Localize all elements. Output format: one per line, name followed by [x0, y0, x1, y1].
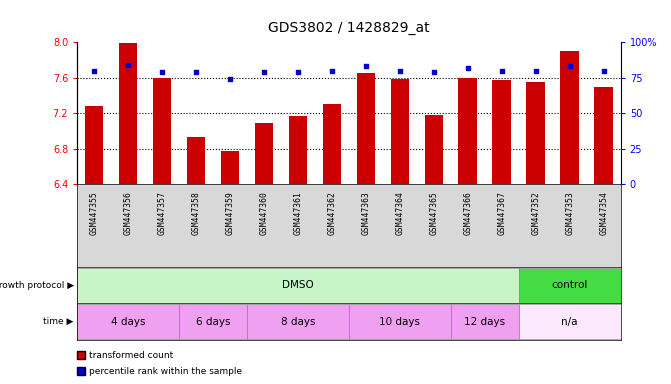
Text: time ▶: time ▶	[44, 317, 74, 326]
Bar	[77, 268, 519, 303]
Bar	[527, 82, 545, 184]
Bar	[595, 87, 613, 184]
Point	[157, 69, 168, 75]
Text: 8 days: 8 days	[280, 316, 315, 327]
Point	[497, 68, 507, 74]
Point	[191, 69, 201, 75]
Bar	[356, 73, 375, 184]
Text: GSM447356: GSM447356	[123, 191, 133, 235]
Bar	[255, 123, 273, 184]
Text: GSM447354: GSM447354	[599, 191, 608, 235]
Text: GSM447361: GSM447361	[293, 191, 303, 235]
Bar	[425, 115, 443, 184]
Bar	[493, 80, 511, 184]
Text: DMSO: DMSO	[282, 280, 314, 290]
Text: GSM447364: GSM447364	[395, 191, 405, 235]
Point	[360, 63, 371, 70]
Bar	[179, 304, 247, 339]
Bar	[119, 43, 138, 184]
Bar	[519, 304, 621, 339]
Text: GSM447358: GSM447358	[191, 191, 201, 235]
Point	[599, 68, 609, 74]
Text: 12 days: 12 days	[464, 316, 505, 327]
Text: GSM447357: GSM447357	[158, 191, 166, 235]
Text: GSM447359: GSM447359	[225, 191, 235, 235]
Point	[327, 68, 338, 74]
Bar	[187, 137, 205, 184]
Bar	[391, 79, 409, 184]
Text: 10 days: 10 days	[379, 316, 420, 327]
Bar	[153, 78, 171, 184]
Point	[530, 68, 541, 74]
Bar	[349, 304, 451, 339]
Point	[258, 69, 269, 75]
Bar	[247, 304, 349, 339]
Point	[225, 76, 236, 82]
Text: GSM447360: GSM447360	[260, 191, 268, 235]
Point	[89, 68, 99, 74]
Text: 4 days: 4 days	[111, 316, 146, 327]
Bar	[221, 151, 240, 184]
Text: GSM447367: GSM447367	[497, 191, 507, 235]
Text: GSM447353: GSM447353	[565, 191, 574, 235]
Point	[429, 69, 440, 75]
Text: control: control	[552, 280, 588, 290]
Text: transformed count: transformed count	[89, 351, 173, 359]
Text: n/a: n/a	[562, 316, 578, 327]
Text: GDS3802 / 1428829_at: GDS3802 / 1428829_at	[268, 21, 429, 35]
Text: percentile rank within the sample: percentile rank within the sample	[89, 367, 242, 376]
Point	[123, 62, 134, 68]
Text: GSM447365: GSM447365	[429, 191, 438, 235]
Text: GSM447363: GSM447363	[362, 191, 370, 235]
Text: growth protocol ▶: growth protocol ▶	[0, 281, 74, 290]
Point	[564, 63, 575, 70]
Bar	[451, 304, 519, 339]
Text: GSM447366: GSM447366	[463, 191, 472, 235]
Point	[293, 69, 303, 75]
Point	[395, 68, 405, 74]
Point	[462, 65, 473, 71]
Text: GSM447355: GSM447355	[90, 191, 99, 235]
Bar	[77, 304, 179, 339]
Bar	[289, 116, 307, 184]
Bar	[519, 268, 621, 303]
Text: GSM447352: GSM447352	[531, 191, 540, 235]
Bar	[560, 51, 579, 184]
Text: GSM447362: GSM447362	[327, 191, 336, 235]
Bar	[85, 106, 103, 184]
Text: 6 days: 6 days	[196, 316, 230, 327]
Bar	[323, 104, 342, 184]
Bar	[458, 78, 477, 184]
